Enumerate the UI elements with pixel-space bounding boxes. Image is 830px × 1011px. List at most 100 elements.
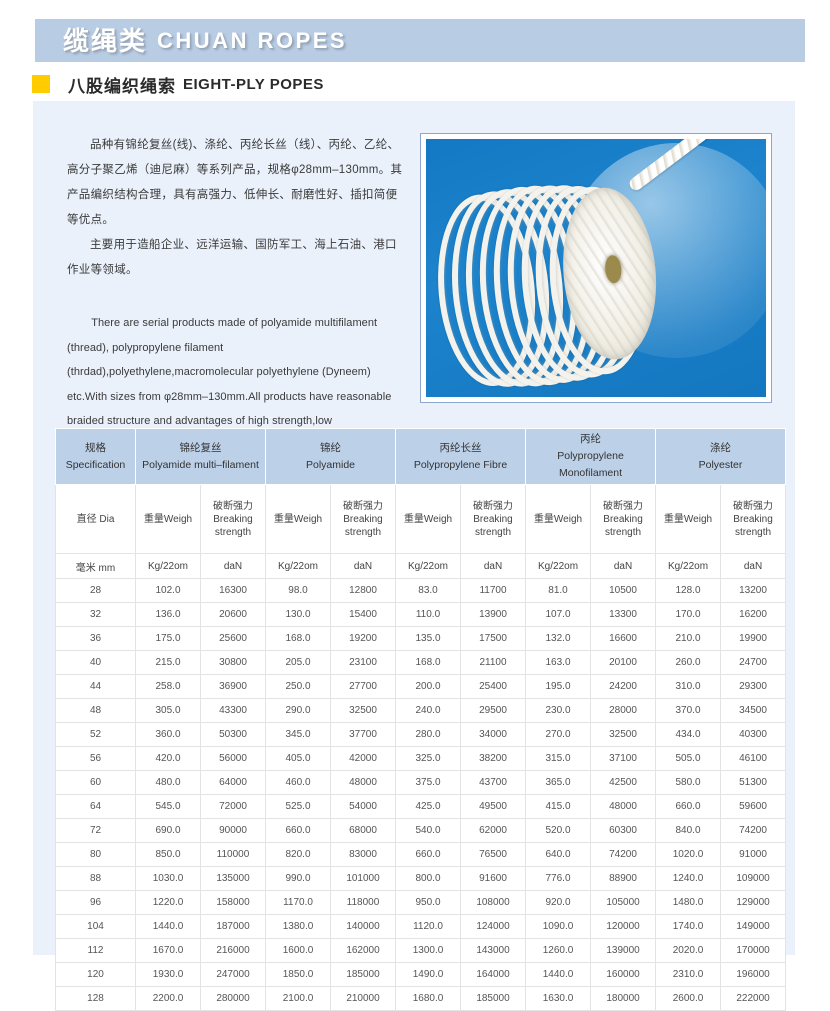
table-cell: 260.0 <box>655 650 722 675</box>
table-cell: 230.0 <box>525 698 592 723</box>
table-cell: 420.0 <box>135 746 201 771</box>
table-cell: 170.0 <box>655 602 722 627</box>
subheader-en: Breaking strength <box>733 513 773 538</box>
table-cell: 158000 <box>200 890 266 915</box>
unit-cell: daN <box>200 553 266 579</box>
table-cell: 1630.0 <box>525 986 592 1011</box>
table-cell: 660.0 <box>265 818 331 843</box>
table-cell: 840.0 <box>655 818 722 843</box>
table-cell: 23100 <box>330 650 396 675</box>
table-cell: 210.0 <box>655 626 722 651</box>
table-cell: 37700 <box>330 722 396 747</box>
table-cell: 76500 <box>459 842 527 867</box>
table-cell: 162000 <box>330 938 396 963</box>
table-cell: 51300 <box>720 770 787 795</box>
table-cell: 10500 <box>590 578 657 603</box>
table-cell: 130.0 <box>265 602 331 627</box>
table-cell: 17500 <box>459 626 527 651</box>
table-cell: 29500 <box>459 698 527 723</box>
table-cell: 32 <box>55 602 136 627</box>
chinese-paragraph-1: 品种有锦纶复丝(线)、涤纶、丙纶长丝（线）、丙纶、乙纶、高分子聚乙烯（迪尼麻）等… <box>67 139 403 226</box>
table-cell: 325.0 <box>395 746 461 771</box>
specification-table-wrapper: 规格 Specification 锦纶复丝 Polyamide multi–fi… <box>55 428 787 1011</box>
table-cell: 1850.0 <box>265 962 331 987</box>
table-cell: 24200 <box>590 674 657 699</box>
table-cell: 54000 <box>330 794 396 819</box>
table-cell: 270.0 <box>525 722 592 747</box>
table-cell: 48000 <box>330 770 396 795</box>
table-cell: 135000 <box>200 866 266 891</box>
table-cell: 36 <box>55 626 136 651</box>
subheader-breaking-strength-3: 破断强力 Breaking strength <box>459 484 527 554</box>
group-header-en: Polyamide <box>305 458 356 471</box>
table-cell: 56 <box>55 746 136 771</box>
table-cell: 185000 <box>330 962 396 987</box>
subheader-en: Breaking strength <box>343 513 383 538</box>
table-cell: 59600 <box>720 794 787 819</box>
subheader-weight-5: 重量Weigh <box>655 484 722 554</box>
table-cell: 2310.0 <box>655 962 722 987</box>
table-cell: 80 <box>55 842 136 867</box>
table-cell: 1480.0 <box>655 890 722 915</box>
subheader-breaking-strength-4: 破断强力 Breaking strength <box>590 484 657 554</box>
table-cell: 25600 <box>200 626 266 651</box>
table-cell: 215.0 <box>135 650 201 675</box>
table-cell: 109000 <box>720 866 787 891</box>
group-header-cn: 丙纶长丝 <box>439 441 482 454</box>
table-cell: 34500 <box>720 698 787 723</box>
table-cell: 280.0 <box>395 722 461 747</box>
group-header-en: Polyester <box>698 458 743 471</box>
table-cell: 29300 <box>720 674 787 699</box>
group-header-polyester: 涤纶 Polyester <box>655 428 787 485</box>
table-cell: 164000 <box>459 962 527 987</box>
table-cell: 25400 <box>459 674 527 699</box>
table-body: 28 102.0 16300 98.0 12800 83.0 11700 81.0 10500 1… <box>55 578 787 1011</box>
table-cell: 200.0 <box>395 674 461 699</box>
table-row: 48 305.0 43300 290.0 32500 240.0 29500 230.0 280… <box>55 698 787 723</box>
table-cell: 140000 <box>330 914 396 939</box>
table-cell: 415.0 <box>525 794 592 819</box>
table-subheader-row: 直径 Dia 重量Weigh 破断强力 Breaking strength 重量… <box>55 484 787 554</box>
table-cell: 101000 <box>330 866 396 891</box>
table-cell: 52 <box>55 722 136 747</box>
table-cell: 20600 <box>200 602 266 627</box>
table-cell: 136.0 <box>135 602 201 627</box>
table-cell: 1020.0 <box>655 842 722 867</box>
table-cell: 19200 <box>330 626 396 651</box>
table-cell: 83000 <box>330 842 396 867</box>
table-cell: 46100 <box>720 746 787 771</box>
table-cell: 88 <box>55 866 136 891</box>
table-cell: 90000 <box>200 818 266 843</box>
table-cell: 660.0 <box>655 794 722 819</box>
banner-title-chinese: 缆绳类 <box>63 25 148 56</box>
subheader-cn: 重量Weigh <box>273 513 323 525</box>
table-cell: 15400 <box>330 602 396 627</box>
table-cell: 247000 <box>200 962 266 987</box>
table-cell: 250.0 <box>265 674 331 699</box>
table-cell: 135.0 <box>395 626 461 651</box>
subheader-cn: 破断强力 <box>733 500 774 512</box>
table-cell: 1670.0 <box>135 938 201 963</box>
subheader-cn: 破断强力 <box>603 500 644 512</box>
table-cell: 24700 <box>720 650 787 675</box>
table-cell: 139000 <box>590 938 657 963</box>
table-cell: 43300 <box>200 698 266 723</box>
table-cell: 1600.0 <box>265 938 331 963</box>
table-cell: 365.0 <box>525 770 592 795</box>
subheader-weight-4: 重量Weigh <box>525 484 592 554</box>
table-cell: 540.0 <box>395 818 461 843</box>
group-header-en: Polypropylene Monofilament <box>557 450 624 479</box>
group-header-cn: 锦纶 <box>320 441 341 454</box>
table-cell: 1030.0 <box>135 866 201 891</box>
table-cell: 128 <box>55 986 136 1011</box>
table-row: 88 1030.0 135000 990.0 101000 800.0 91600 776.0… <box>55 866 787 891</box>
group-header-cn: 丙纶 <box>580 433 602 445</box>
table-cell: 149000 <box>720 914 787 939</box>
group-header-polyamide-multifilament: 锦纶复丝 Polyamide multi–filament <box>135 428 266 485</box>
product-photo <box>426 139 766 397</box>
table-cell: 16600 <box>590 626 657 651</box>
table-cell: 525.0 <box>265 794 331 819</box>
table-cell: 345.0 <box>265 722 331 747</box>
table-row: 72 690.0 90000 660.0 68000 540.0 62000 520.0 603… <box>55 818 787 843</box>
unit-cell: Kg/22om <box>395 553 461 579</box>
